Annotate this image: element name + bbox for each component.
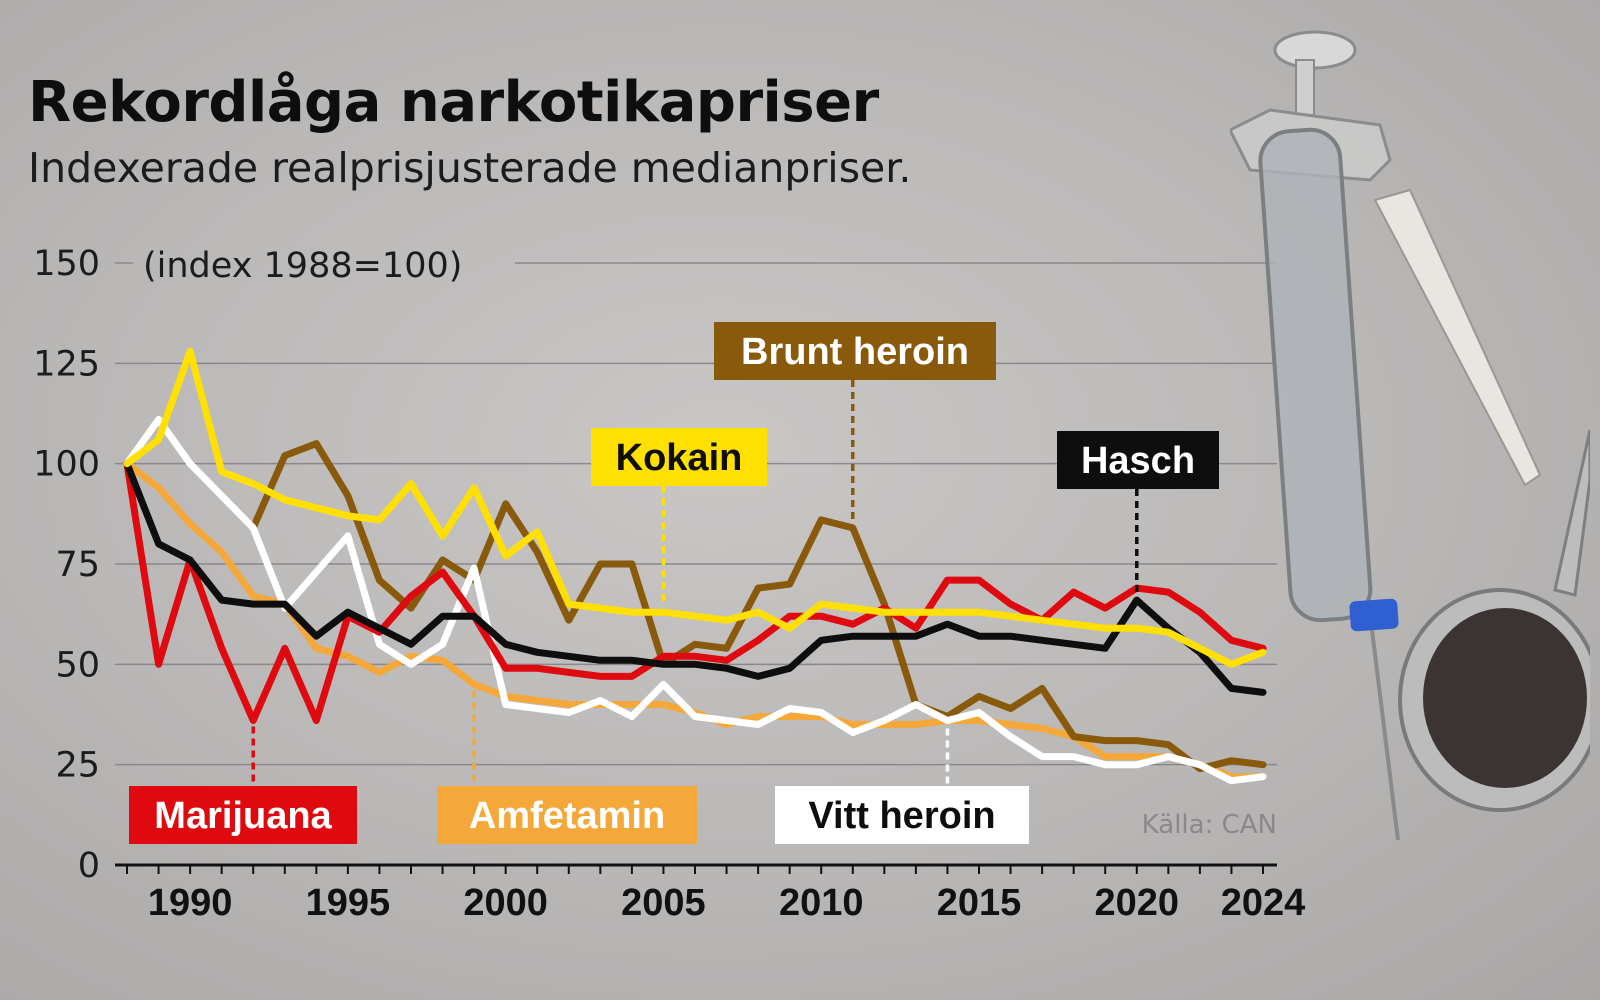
series-line-marijuana <box>123 460 1267 724</box>
x-tick-label: 1990 <box>148 882 233 924</box>
series-line-kokain <box>123 347 1267 668</box>
label-brunt-heroin: Brunt heroin <box>741 331 969 373</box>
label-marijuana: Marijuana <box>154 795 332 837</box>
y-tick-label: 125 <box>33 344 100 384</box>
label-box-amfetamin <box>437 786 697 844</box>
label-box-brunt-heroin <box>714 322 996 380</box>
label-box-hasch <box>1057 431 1219 489</box>
y-tick-label: 75 <box>55 545 100 585</box>
x-tick-label: 2020 <box>1095 882 1180 924</box>
series-line-vitt-heroin <box>123 416 1267 785</box>
label-amfetamin: Amfetamin <box>469 795 665 837</box>
y-tick-label: 50 <box>55 645 100 685</box>
y-axis-label: (index 1988=100) <box>143 246 462 286</box>
x-tick-label: 2015 <box>937 882 1022 924</box>
label-vitt-heroin: Vitt heroin <box>808 795 995 837</box>
series-labels: Amfetamin Brunt heroin Vitt heroin Marijuan… <box>129 322 1219 844</box>
x-axis: 1990 1995 2000 2005 2010 2015 2020 2024 <box>115 863 1306 924</box>
y-tick-label: 150 <box>33 244 100 284</box>
label-box-marijuana <box>129 786 357 844</box>
gridlines <box>115 262 1277 766</box>
x-tick-label: 2000 <box>463 882 548 924</box>
label-hasch: Hasch <box>1081 440 1195 482</box>
chart-subtitle: Indexerade realprisjusterade medianprise… <box>28 144 912 192</box>
series-line-hasch <box>123 460 1267 696</box>
label-box-vitt-heroin <box>775 786 1029 844</box>
y-tick-label: 0 <box>78 846 100 886</box>
x-tick-label: 2010 <box>779 882 864 924</box>
spoon-icon <box>1398 429 1590 812</box>
y-tick-labels: 0 25 50 75 100 125 150 <box>33 244 100 886</box>
x-tick-label: 2005 <box>621 882 706 924</box>
y-tick-label: 100 <box>33 445 100 485</box>
cigarette-icon <box>1373 188 1542 487</box>
label-kokain: Kokain <box>616 437 743 479</box>
x-tick-label: 2024 <box>1221 882 1306 924</box>
y-tick-label: 25 <box>55 746 100 786</box>
label-box-kokain <box>591 428 767 486</box>
syringe-icon <box>1230 30 1400 841</box>
series-lines <box>123 347 1267 785</box>
source-note: Källa: CAN <box>1142 810 1277 840</box>
x-tick-label: 1995 <box>306 882 391 924</box>
syringe-spoon-illustration <box>1230 30 1590 841</box>
chart-title: Rekordlåga narkotikapriser <box>28 70 879 135</box>
